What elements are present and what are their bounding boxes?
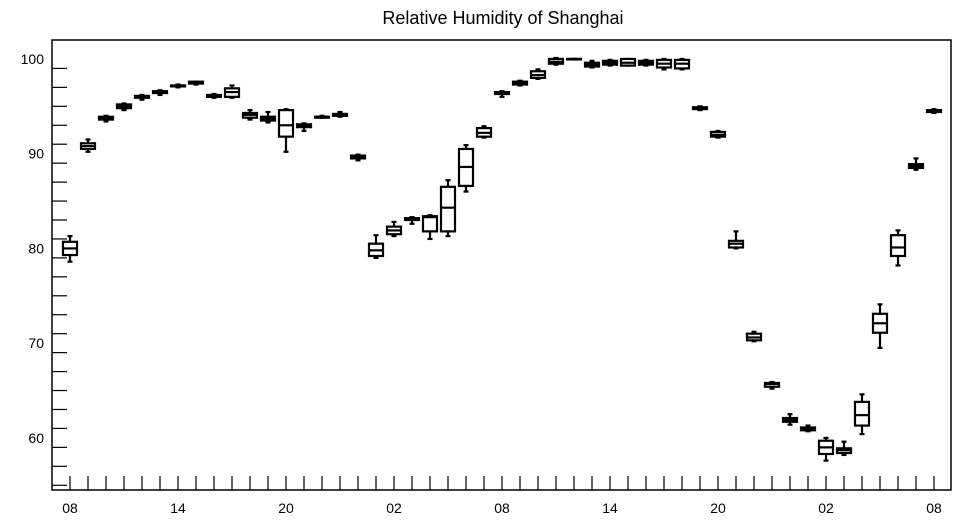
box-item	[187, 80, 205, 86]
box-item	[673, 57, 691, 71]
box-item	[511, 79, 529, 87]
box-item	[763, 380, 781, 390]
box-item	[367, 234, 385, 259]
box-item	[907, 157, 925, 171]
box-item	[241, 109, 259, 121]
box-iqr	[277, 109, 295, 138]
box-iqr	[853, 400, 871, 427]
x-tick-label: 20	[710, 500, 726, 516]
y-tick-label: 60	[28, 430, 44, 446]
y-tick-label: 100	[21, 51, 45, 67]
box-item	[799, 424, 817, 433]
box-item	[601, 58, 619, 67]
box-item	[781, 413, 799, 426]
box-item	[151, 89, 169, 97]
y-axis: 60 70 80 90 100	[21, 51, 67, 486]
box-item	[529, 68, 547, 80]
box-item	[277, 108, 295, 153]
box-iqr	[889, 234, 907, 258]
x-tick-label: 08	[62, 500, 78, 516]
box-item	[745, 330, 763, 343]
box-item	[259, 110, 277, 124]
box-item	[349, 153, 367, 162]
box-item	[205, 92, 223, 99]
box-item	[493, 90, 511, 98]
x-tick-label: 20	[278, 500, 294, 516]
x-tick-label: 08	[494, 500, 510, 516]
box-item	[223, 84, 241, 99]
box-iqr	[421, 215, 439, 233]
box-item	[169, 83, 187, 89]
box-item	[133, 93, 151, 101]
box-item	[727, 230, 745, 250]
box-item	[637, 58, 655, 67]
x-tick-label: 02	[818, 500, 834, 516]
x-tick-label: 14	[170, 500, 186, 516]
box-item	[79, 138, 97, 153]
box-item	[295, 122, 313, 133]
box-item	[889, 229, 907, 267]
box-item	[115, 102, 133, 112]
box-item	[709, 129, 727, 139]
box-item	[565, 57, 583, 61]
box-item	[871, 303, 889, 349]
y-tick-label: 70	[28, 335, 44, 351]
box-item	[403, 216, 421, 225]
box-item	[313, 114, 331, 119]
x-tick-label: 14	[602, 500, 618, 516]
box-item	[439, 179, 457, 238]
box-item	[421, 214, 439, 241]
chart-title: Relative Humidity of Shanghai	[382, 8, 623, 28]
box-item	[331, 110, 349, 118]
box-item	[655, 57, 673, 71]
box-item	[691, 105, 709, 112]
box-item	[853, 393, 871, 436]
box-item	[547, 56, 565, 66]
x-tick-label: 08	[926, 500, 942, 516]
x-tick-label: 02	[386, 500, 402, 516]
box-iqr	[439, 185, 457, 233]
y-tick-label: 80	[28, 240, 44, 256]
box-item	[61, 235, 79, 263]
box-item	[619, 57, 637, 67]
box-item	[817, 436, 835, 462]
box-item	[457, 144, 475, 193]
box-item	[475, 125, 493, 139]
box-item	[925, 108, 943, 115]
box-series	[61, 56, 943, 462]
y-tick-label: 90	[28, 146, 44, 162]
x-axis: 08 14 20 02 08 14 20 02 08	[62, 476, 942, 516]
box-item	[835, 440, 853, 457]
box-item	[97, 114, 115, 123]
box-item	[385, 220, 403, 238]
plot-frame	[51, 39, 952, 491]
box-item	[583, 59, 601, 69]
